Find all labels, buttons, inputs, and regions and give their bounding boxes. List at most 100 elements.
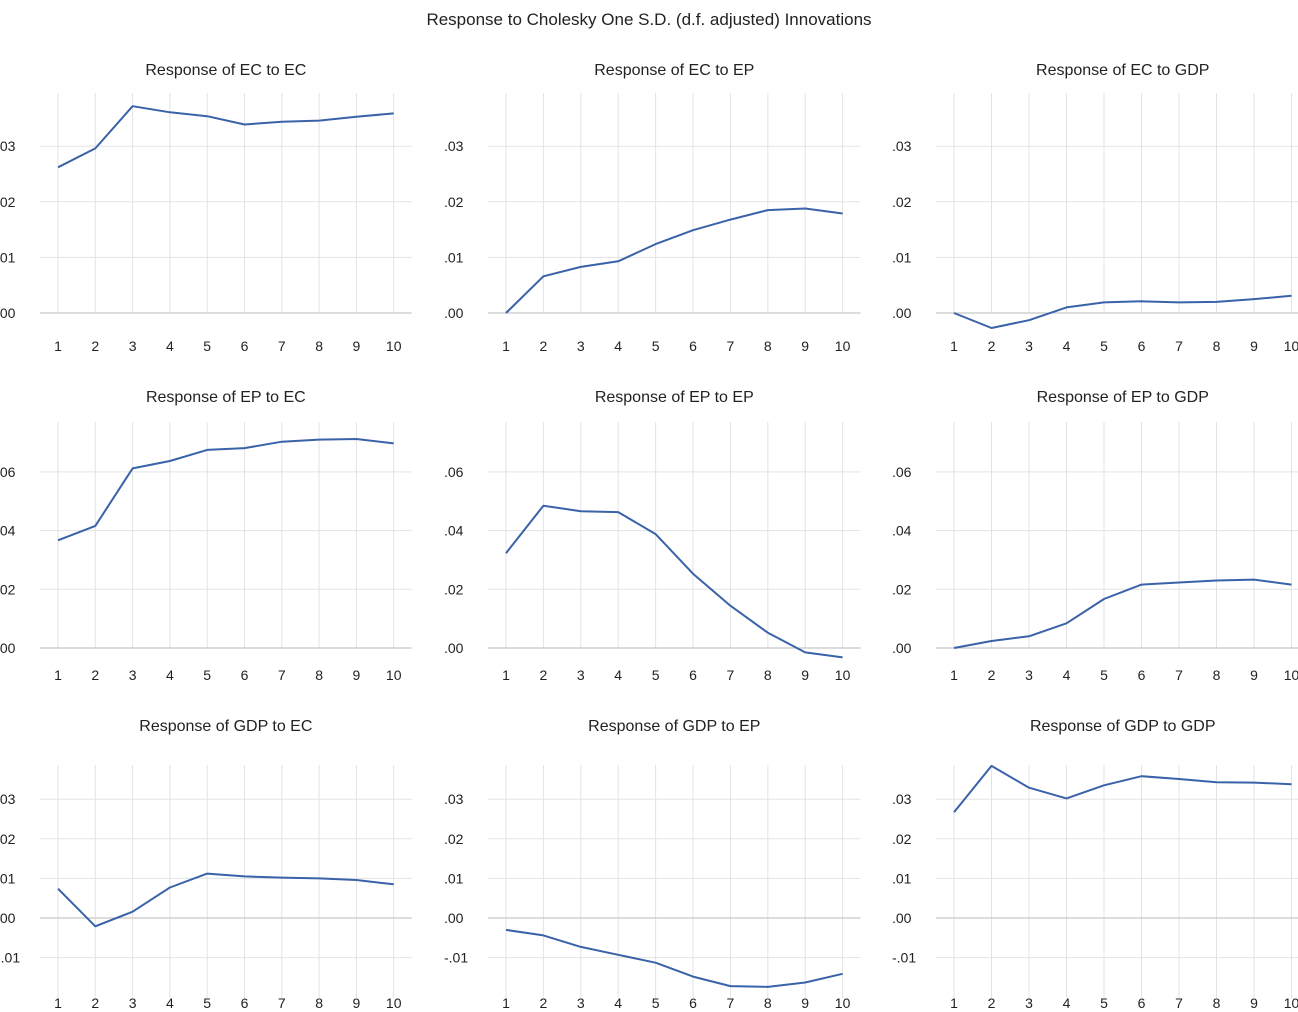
response-line <box>57 105 394 169</box>
x-tick-label: 2 <box>91 995 99 1011</box>
x-tick-label: 6 <box>241 995 249 1011</box>
x-tick-label: 1 <box>950 667 958 683</box>
x-tick-label: 10 <box>386 338 402 354</box>
x-tick-label: 10 <box>1284 667 1298 683</box>
y-tick-label: .01 <box>444 870 464 886</box>
x-tick-label: 7 <box>278 338 286 354</box>
x-tick-label: 2 <box>988 338 996 354</box>
x-tick-label: 3 <box>129 667 137 683</box>
y-tick-label: .04 <box>0 523 16 539</box>
x-tick-label: 1 <box>502 338 510 354</box>
y-tick-label: .02 <box>444 831 464 847</box>
x-tick-label: 10 <box>1284 995 1298 1011</box>
subplot-title: Response of EP to EP <box>595 389 754 406</box>
x-tick-label: 9 <box>801 667 809 683</box>
y-tick-label: .04 <box>892 523 912 539</box>
x-tick-label: 2 <box>988 667 996 683</box>
subplot-title: Response of EP to EC <box>146 389 306 406</box>
x-tick-label: 8 <box>764 667 772 683</box>
x-tick-label: 4 <box>1063 338 1071 354</box>
x-tick-label: 3 <box>577 667 585 683</box>
x-tick-label: 9 <box>353 667 361 683</box>
x-tick-label: 1 <box>54 995 62 1011</box>
figure-title: Response to Cholesky One S.D. (d.f. adju… <box>426 10 872 29</box>
x-tick-label: 6 <box>1138 667 1146 683</box>
subplot-title: Response of EC to GDP <box>1036 62 1209 79</box>
x-tick-label: 3 <box>1025 995 1033 1011</box>
y-tick-label: .02 <box>892 194 912 210</box>
x-tick-label: 1 <box>54 338 62 354</box>
y-tick-label: -.01 <box>444 950 468 966</box>
y-tick-label: .01 <box>0 249 16 265</box>
subplot-title: Response of EC to EC <box>145 62 306 79</box>
x-tick-label: 6 <box>241 667 249 683</box>
response-line <box>953 764 1292 813</box>
y-tick-label: .06 <box>444 464 464 480</box>
x-tick-label: 9 <box>801 995 809 1011</box>
x-tick-label: 5 <box>203 338 211 354</box>
y-tick-label: .01 <box>892 249 912 265</box>
y-tick-label: .06 <box>892 464 912 480</box>
x-tick-label: 5 <box>1100 338 1108 354</box>
y-tick-label: .00 <box>0 305 16 321</box>
x-tick-label: 4 <box>614 995 622 1011</box>
x-tick-label: 1 <box>502 667 510 683</box>
y-tick-label: .03 <box>892 791 912 807</box>
y-tick-label: .00 <box>0 910 16 926</box>
x-tick-label: 1 <box>54 667 62 683</box>
x-tick-label: 8 <box>1213 338 1221 354</box>
x-tick-label: 7 <box>1175 995 1183 1011</box>
response-line <box>57 872 394 928</box>
x-tick-label: 7 <box>278 995 286 1011</box>
x-tick-label: 2 <box>91 667 99 683</box>
x-tick-label: 5 <box>652 995 660 1011</box>
x-tick-label: 8 <box>315 995 323 1011</box>
y-tick-label: .00 <box>892 910 912 926</box>
x-tick-label: 4 <box>614 338 622 354</box>
x-tick-label: 7 <box>727 667 735 683</box>
x-tick-label: 6 <box>1138 995 1146 1011</box>
x-tick-label: 10 <box>386 995 402 1011</box>
y-tick-label: .02 <box>892 831 912 847</box>
x-tick-label: 5 <box>1100 667 1108 683</box>
x-tick-label: 9 <box>1250 338 1258 354</box>
x-tick-label: 10 <box>1284 338 1298 354</box>
y-tick-label: .03 <box>444 138 464 154</box>
x-tick-label: 6 <box>689 667 697 683</box>
y-tick-label: .02 <box>0 581 16 597</box>
subplot-title: Response of GDP to EC <box>139 718 312 735</box>
subplot-title: Response of GDP to EP <box>588 718 760 735</box>
subplot-title: Response of GDP to GDP <box>1030 718 1216 735</box>
y-tick-label: .01 <box>892 870 912 886</box>
x-tick-label: 2 <box>91 338 99 354</box>
x-tick-label: 6 <box>689 338 697 354</box>
x-tick-label: 3 <box>129 995 137 1011</box>
x-tick-label: 10 <box>835 995 851 1011</box>
x-tick-label: 8 <box>315 667 323 683</box>
x-tick-label: 10 <box>835 667 851 683</box>
subplot-title: Response of EC to EP <box>594 62 754 79</box>
x-tick-label: 2 <box>540 995 548 1011</box>
y-tick-label: .01 <box>0 870 16 886</box>
x-tick-label: 7 <box>1175 667 1183 683</box>
x-tick-label: 8 <box>1213 667 1221 683</box>
y-tick-label: .04 <box>444 523 464 539</box>
x-tick-label: 5 <box>652 667 660 683</box>
x-tick-label: 8 <box>764 995 772 1011</box>
x-tick-label: 4 <box>166 995 174 1011</box>
response-line <box>57 438 394 542</box>
x-tick-label: 8 <box>315 338 323 354</box>
y-tick-label: -.01 <box>892 950 916 966</box>
x-tick-label: 3 <box>1025 338 1033 354</box>
x-tick-label: 9 <box>801 338 809 354</box>
x-tick-label: 7 <box>278 667 286 683</box>
x-tick-label: 6 <box>241 338 249 354</box>
x-tick-label: 8 <box>764 338 772 354</box>
x-tick-label: 9 <box>353 995 361 1011</box>
y-tick-label: .00 <box>444 640 464 656</box>
response-line <box>505 207 843 314</box>
x-tick-label: 4 <box>166 667 174 683</box>
x-tick-label: 4 <box>166 338 174 354</box>
y-tick-label: .03 <box>0 791 16 807</box>
